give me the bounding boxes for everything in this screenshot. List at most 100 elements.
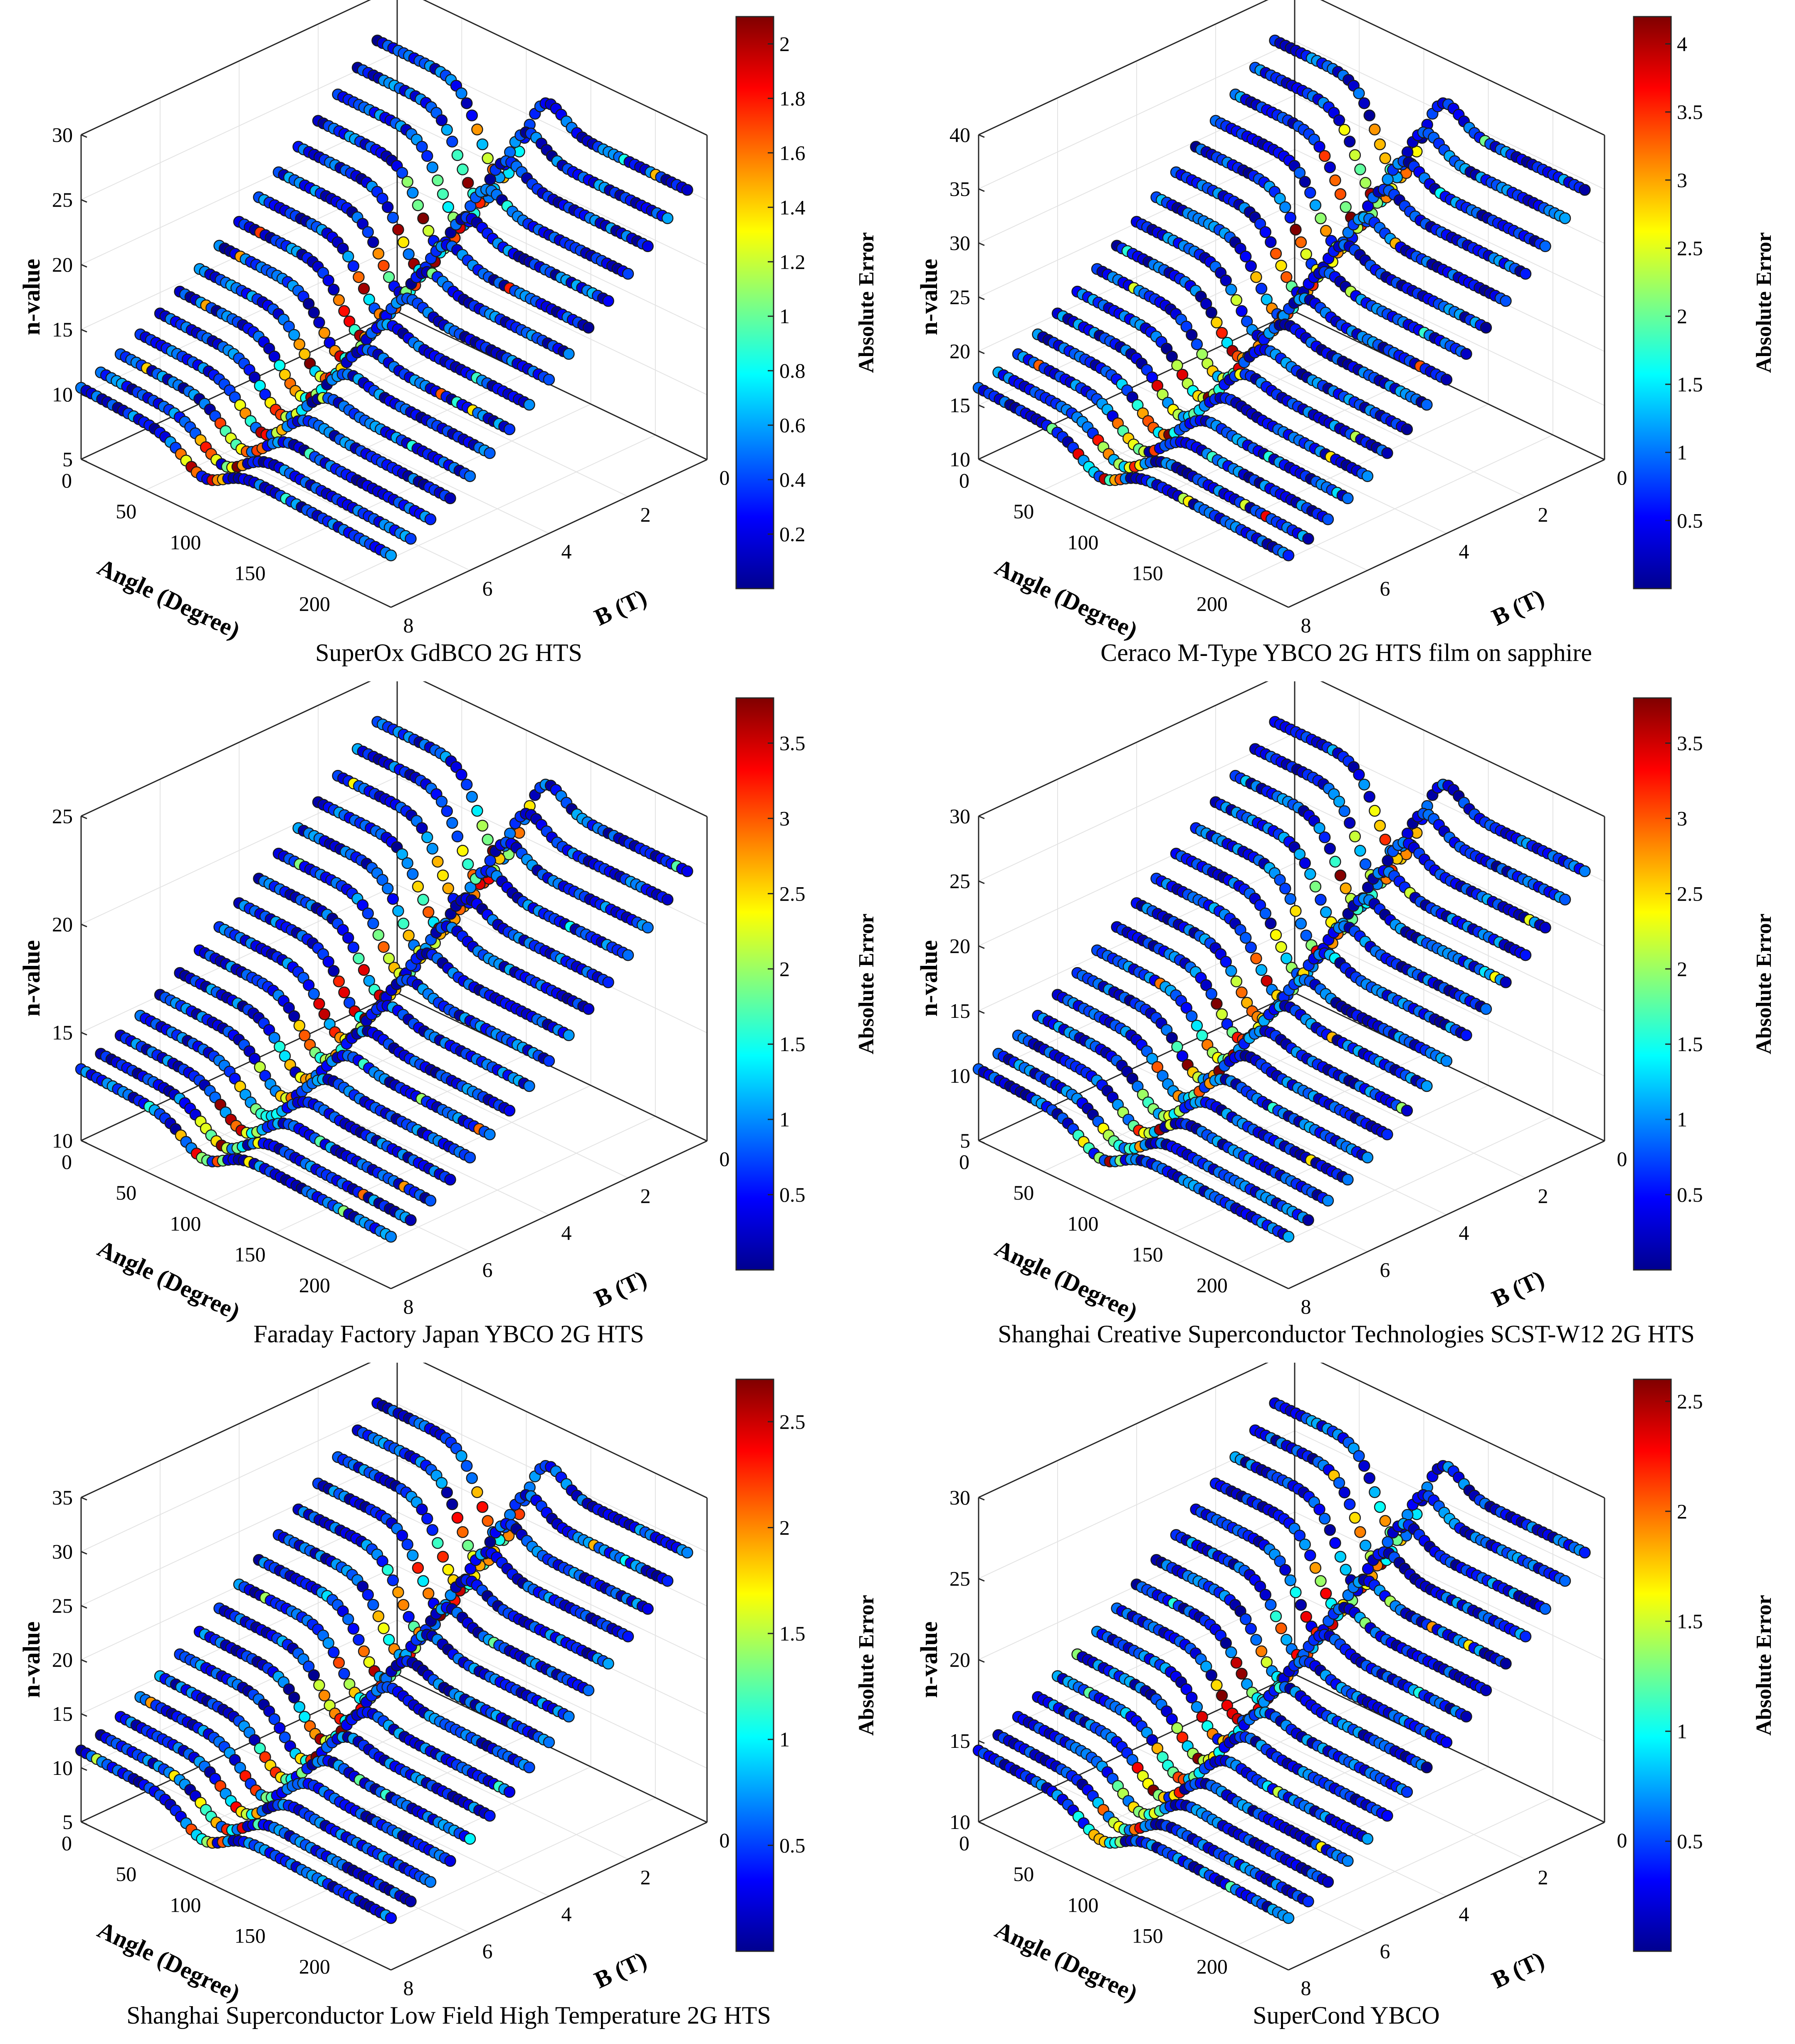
data-point (378, 260, 390, 272)
data-point (333, 1657, 345, 1669)
data-point (432, 174, 444, 186)
data-point (543, 374, 555, 386)
y-tick-label: 2 (640, 1184, 651, 1208)
data-point (405, 532, 417, 545)
data-point (543, 1736, 555, 1748)
y-axis-label: B (T) (1488, 584, 1548, 631)
data-point (338, 986, 350, 999)
data-point (482, 152, 494, 164)
data-point (466, 791, 478, 803)
data-point (1274, 874, 1286, 886)
data-point (1309, 199, 1322, 211)
y-tick-label: 8 (1301, 1976, 1311, 1999)
data-point (642, 921, 654, 934)
chart-svg: 5101520253005010015020002468n-valueAngle… (915, 681, 1776, 1326)
z-axis-label: n-value (18, 1621, 45, 1698)
data-point (444, 1855, 456, 1867)
data-point (1186, 1010, 1198, 1022)
data-point (372, 247, 385, 260)
z-tick-label: 15 (52, 1021, 73, 1044)
data-point (259, 1070, 271, 1082)
data-point (444, 1173, 456, 1186)
data-point (279, 369, 291, 381)
data-point (1250, 271, 1262, 283)
data-point (1225, 965, 1237, 977)
data-point (299, 1711, 311, 1723)
y-axis-label: B (T) (590, 1265, 651, 1312)
data-point (1191, 1020, 1203, 1032)
data-point (318, 1690, 331, 1702)
data-point (254, 1742, 266, 1754)
x-tick-label: 150 (235, 1924, 266, 1947)
axes-box (80, 1363, 708, 1971)
data-point (681, 184, 693, 196)
data-point (249, 1052, 261, 1065)
data-point (1421, 398, 1433, 411)
data-point (362, 907, 374, 920)
y-tick-label: 6 (482, 1939, 493, 1962)
data-point (1211, 998, 1223, 1010)
y-tick-label: 8 (1301, 1295, 1311, 1318)
y-tick-label: 4 (561, 1221, 572, 1245)
data-point (1261, 975, 1273, 987)
x-axis-label: Angle (Degree) (991, 553, 1142, 644)
data-point (1270, 929, 1282, 941)
y-tick-label: 6 (1380, 1939, 1390, 1962)
colorbar-gradient (735, 697, 774, 1271)
data-point (1539, 921, 1551, 934)
data-point (1379, 152, 1391, 164)
data-point (358, 282, 370, 295)
x-tick-label: 200 (299, 1955, 330, 1978)
data-point (338, 1668, 350, 1680)
colorbar-tick-label: 1.5 (779, 1622, 806, 1645)
z-axis-label: n-value (915, 259, 942, 335)
data-point (460, 1460, 473, 1472)
y-tick-label: 8 (1301, 614, 1311, 637)
data-point (376, 193, 388, 205)
data-point (1559, 893, 1571, 906)
x-tick-label: 100 (1067, 1212, 1098, 1235)
data-point (397, 236, 410, 248)
data-point (1230, 294, 1243, 306)
data-point (1284, 211, 1297, 224)
y-axis-label: B (T) (590, 1946, 651, 1994)
data-point (1349, 830, 1361, 843)
data-point (422, 906, 435, 918)
y-tick-label: 0 (1617, 1147, 1627, 1170)
y-tick-label: 0 (719, 466, 730, 489)
data-point (1132, 1080, 1144, 1093)
data-point (1338, 805, 1350, 817)
data-point (1295, 918, 1307, 930)
colorbar-title: Absolute Error (855, 913, 878, 1054)
data-point (1381, 1128, 1393, 1141)
data-point (302, 298, 315, 310)
data-point (424, 513, 437, 525)
z-tick-label: 25 (949, 1567, 970, 1590)
data-point (322, 1637, 334, 1649)
colorbar-tick-label: 0.5 (779, 1183, 806, 1206)
y-tick-label: 4 (561, 1903, 572, 1926)
data-point (234, 1080, 246, 1093)
data-point (407, 187, 419, 199)
data-point (1334, 869, 1347, 881)
colorbar-title: Absolute Error (1752, 232, 1776, 373)
data-point (283, 1683, 295, 1695)
data-point (1293, 167, 1306, 179)
colorbar-tick-label: 1.5 (779, 1032, 806, 1056)
data-point (353, 271, 365, 283)
data-point (426, 843, 439, 855)
data-point (396, 1529, 408, 1542)
chart-panel-5: 5 10 15 20 25 30 35 0 50 100 150 200 0 2 4 6 8 n-value Ang… (0, 1363, 898, 2044)
data-point (442, 1564, 454, 1576)
data-point (543, 1055, 555, 1067)
data-point (446, 136, 458, 148)
z-tick-label: 10 (52, 383, 73, 406)
z-tick-label: 15 (52, 1702, 73, 1725)
data-point (1146, 1052, 1158, 1065)
y-tick-label: 8 (403, 614, 414, 637)
data-point (1369, 805, 1381, 817)
data-point (1166, 1032, 1178, 1044)
data-point (1261, 293, 1273, 306)
